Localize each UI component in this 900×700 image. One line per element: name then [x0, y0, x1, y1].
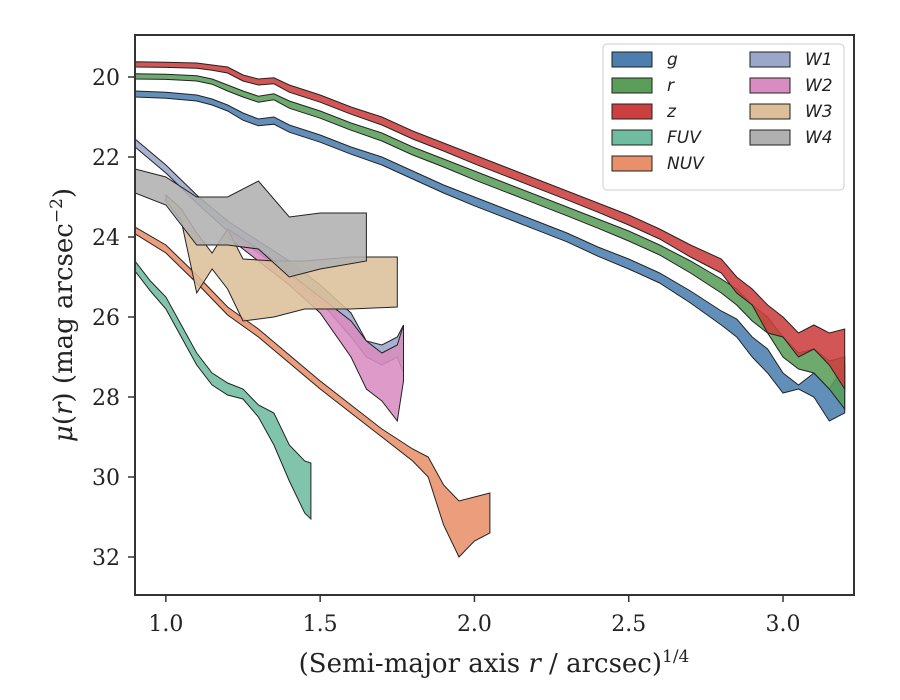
y-axis-label-superscript: −2: [47, 198, 67, 223]
series-z-band: [135, 61, 846, 391]
x-tick-label: 2.5: [611, 612, 646, 637]
legend-swatch-nuv: [611, 155, 653, 172]
legend-swatch-z: [611, 103, 653, 120]
legend-label-w2: W2: [805, 76, 833, 96]
series-fuv-band: [135, 260, 312, 521]
x-tick-label: 3.0: [766, 612, 801, 637]
legend-label-r: r: [667, 76, 675, 96]
y-tick-label: 26: [92, 306, 120, 331]
series-g-band: [135, 90, 846, 422]
legend-label-w4: W4: [805, 128, 833, 148]
legend-swatch-w4: [749, 129, 791, 146]
x-axis-label-main: (Semi-major axis r / arcsec): [299, 649, 662, 679]
legend-label-fuv: FUV: [667, 128, 702, 148]
y-tick-label: 22: [92, 146, 120, 171]
legend-swatch-g: [611, 51, 653, 68]
legend-swatch-fuv: [611, 129, 653, 146]
legend-label-z: z: [666, 102, 677, 122]
y-tick-label: 32: [92, 546, 120, 571]
legend-swatch-r: [611, 77, 653, 94]
legend-swatch-w1: [749, 51, 791, 68]
legend-swatch-w3: [749, 103, 791, 120]
y-axis-ticks: 20 22 24 26 28 30 32: [92, 66, 135, 571]
plot-areas: [135, 61, 846, 558]
y-axis-label-close: ): [49, 188, 79, 198]
legend-label-w3: W3: [805, 102, 833, 122]
x-tick-label: 2.0: [457, 612, 492, 637]
x-tick-label: 1.5: [303, 612, 338, 637]
legend-label-w1: W1: [805, 50, 833, 70]
plot-frame: [134, 34, 855, 596]
y-axis-label-main: μ(r) (mag arcsec: [49, 223, 79, 442]
series-nuv-band: [135, 226, 491, 558]
series-r-band: [135, 73, 846, 411]
y-tick-label: 24: [92, 226, 120, 251]
x-axis-label: (Semi-major axis r / arcsec)1/4: [299, 647, 690, 679]
legend-swatch-w2: [749, 77, 791, 94]
y-tick-label: 28: [92, 386, 120, 411]
y-tick-label: 30: [92, 466, 120, 491]
x-axis-label-superscript: 1/4: [662, 647, 689, 667]
legend-label-nuv: NUV: [667, 154, 705, 174]
y-axis-label: μ(r) (mag arcsec−2): [47, 188, 79, 442]
x-tick-label: 1.0: [148, 612, 183, 637]
x-axis-ticks: 1.0 1.5 2.0 2.5 3.0: [148, 595, 801, 637]
legend-label-g: g: [667, 50, 678, 70]
legend: grz FUV NUV W1 W2 W3 W4: [602, 43, 845, 191]
y-tick-label: 20: [92, 66, 120, 91]
series-w4-band: [135, 168, 367, 278]
